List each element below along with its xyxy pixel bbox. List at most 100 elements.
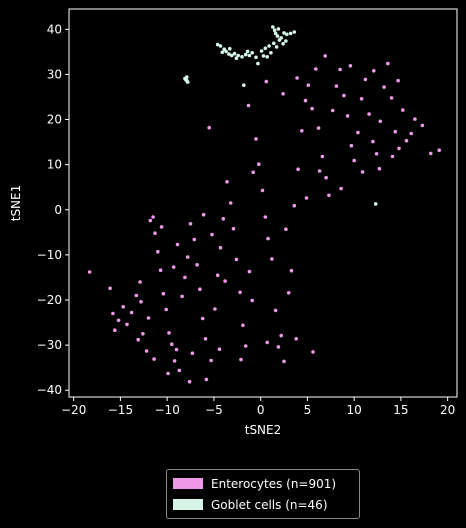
data-point: [166, 371, 170, 376]
data-point: [292, 203, 297, 208]
data-point: [295, 76, 299, 80]
data-point: [167, 331, 171, 335]
data-point: [334, 84, 339, 88]
x-tick-label: 20: [440, 403, 455, 417]
data-point: [282, 359, 286, 364]
data-point: [256, 61, 260, 66]
data-point: [183, 275, 187, 280]
data-point: [231, 226, 236, 231]
data-point: [294, 337, 299, 341]
data-point: [229, 53, 234, 58]
data-point: [146, 316, 151, 320]
x-tick-label: 5: [304, 403, 312, 417]
data-point: [210, 232, 214, 237]
data-point: [148, 218, 153, 223]
data-point: [245, 49, 250, 54]
data-point: [320, 154, 325, 159]
data-point: [201, 212, 206, 217]
data-point: [232, 51, 237, 56]
data-point: [180, 294, 184, 299]
data-point: [273, 31, 278, 36]
y-tick-label: 10: [47, 158, 62, 172]
data-point: [345, 114, 350, 118]
data-point: [175, 242, 180, 247]
data-point: [264, 79, 269, 84]
data-point: [377, 166, 382, 171]
data-point: [404, 138, 409, 143]
data-point: [250, 51, 254, 55]
data-point: [139, 300, 143, 304]
data-point: [284, 39, 288, 43]
legend-swatch-goblet-cells: [173, 499, 203, 510]
data-point: [263, 46, 268, 51]
data-point: [306, 83, 311, 87]
data-point: [218, 245, 223, 250]
data-point: [218, 44, 223, 48]
data-point: [285, 32, 289, 37]
data-point: [125, 322, 129, 327]
data-point: [373, 202, 378, 206]
x-tick-label: −5: [205, 403, 223, 417]
data-point: [273, 308, 278, 313]
x-tick-label: −20: [61, 403, 86, 417]
data-point: [276, 345, 281, 349]
data-point: [251, 170, 255, 175]
x-tick-label: 0: [257, 403, 265, 417]
data-point: [420, 123, 425, 128]
data-point: [257, 162, 261, 166]
data-point: [352, 158, 357, 163]
data-point: [241, 323, 245, 328]
data-point: [311, 350, 315, 354]
data-point: [296, 167, 300, 171]
data-point: [348, 64, 353, 68]
data-point: [260, 188, 265, 193]
data-point: [134, 293, 139, 298]
data-point: [141, 332, 145, 336]
data-point: [323, 54, 328, 58]
data-point: [200, 316, 205, 321]
data-point: [121, 305, 125, 309]
data-point: [363, 77, 368, 82]
data-point: [314, 67, 318, 71]
data-point: [269, 51, 273, 55]
data-point: [246, 103, 251, 108]
data-point: [266, 236, 270, 241]
legend-item-enterocytes: Enterocytes (n=901): [173, 473, 353, 494]
data-point: [228, 201, 233, 205]
data-point: [236, 53, 240, 58]
data-point: [389, 96, 394, 100]
y-tick-label: −30: [37, 338, 62, 352]
data-point: [240, 55, 244, 59]
data-point: [250, 298, 254, 303]
data-point: [359, 97, 364, 101]
data-point: [279, 36, 284, 40]
data-point: [378, 119, 383, 124]
data-point: [195, 263, 199, 267]
data-point: [151, 215, 155, 219]
legend-item-goblet-cells: Goblet cells (n=46): [173, 494, 353, 515]
data-point: [198, 287, 202, 292]
data-point: [204, 377, 209, 382]
data-point: [275, 34, 280, 38]
data-point: [174, 347, 179, 352]
data-point: [221, 217, 226, 221]
y-tick-label: −10: [37, 248, 62, 262]
x-tick-label: 15: [393, 403, 408, 417]
data-point: [111, 311, 115, 316]
data-point: [284, 227, 288, 231]
data-point: [372, 69, 376, 73]
data-point: [289, 268, 294, 273]
data-point: [413, 117, 417, 121]
data-point: [184, 78, 188, 82]
data-point: [129, 310, 134, 315]
y-tick-label: 30: [47, 67, 62, 81]
data-point: [227, 52, 231, 56]
data-point: [164, 307, 168, 312]
data-point: [243, 52, 248, 57]
data-point: [238, 290, 242, 295]
data-point: [386, 61, 390, 66]
legend-label-enterocytes: Enterocytes (n=901): [211, 476, 337, 491]
data-point: [367, 112, 371, 116]
x-axis-ticks: −20 −15 −10 −5 0 5 10 15 20: [61, 397, 455, 417]
data-point: [272, 28, 277, 32]
